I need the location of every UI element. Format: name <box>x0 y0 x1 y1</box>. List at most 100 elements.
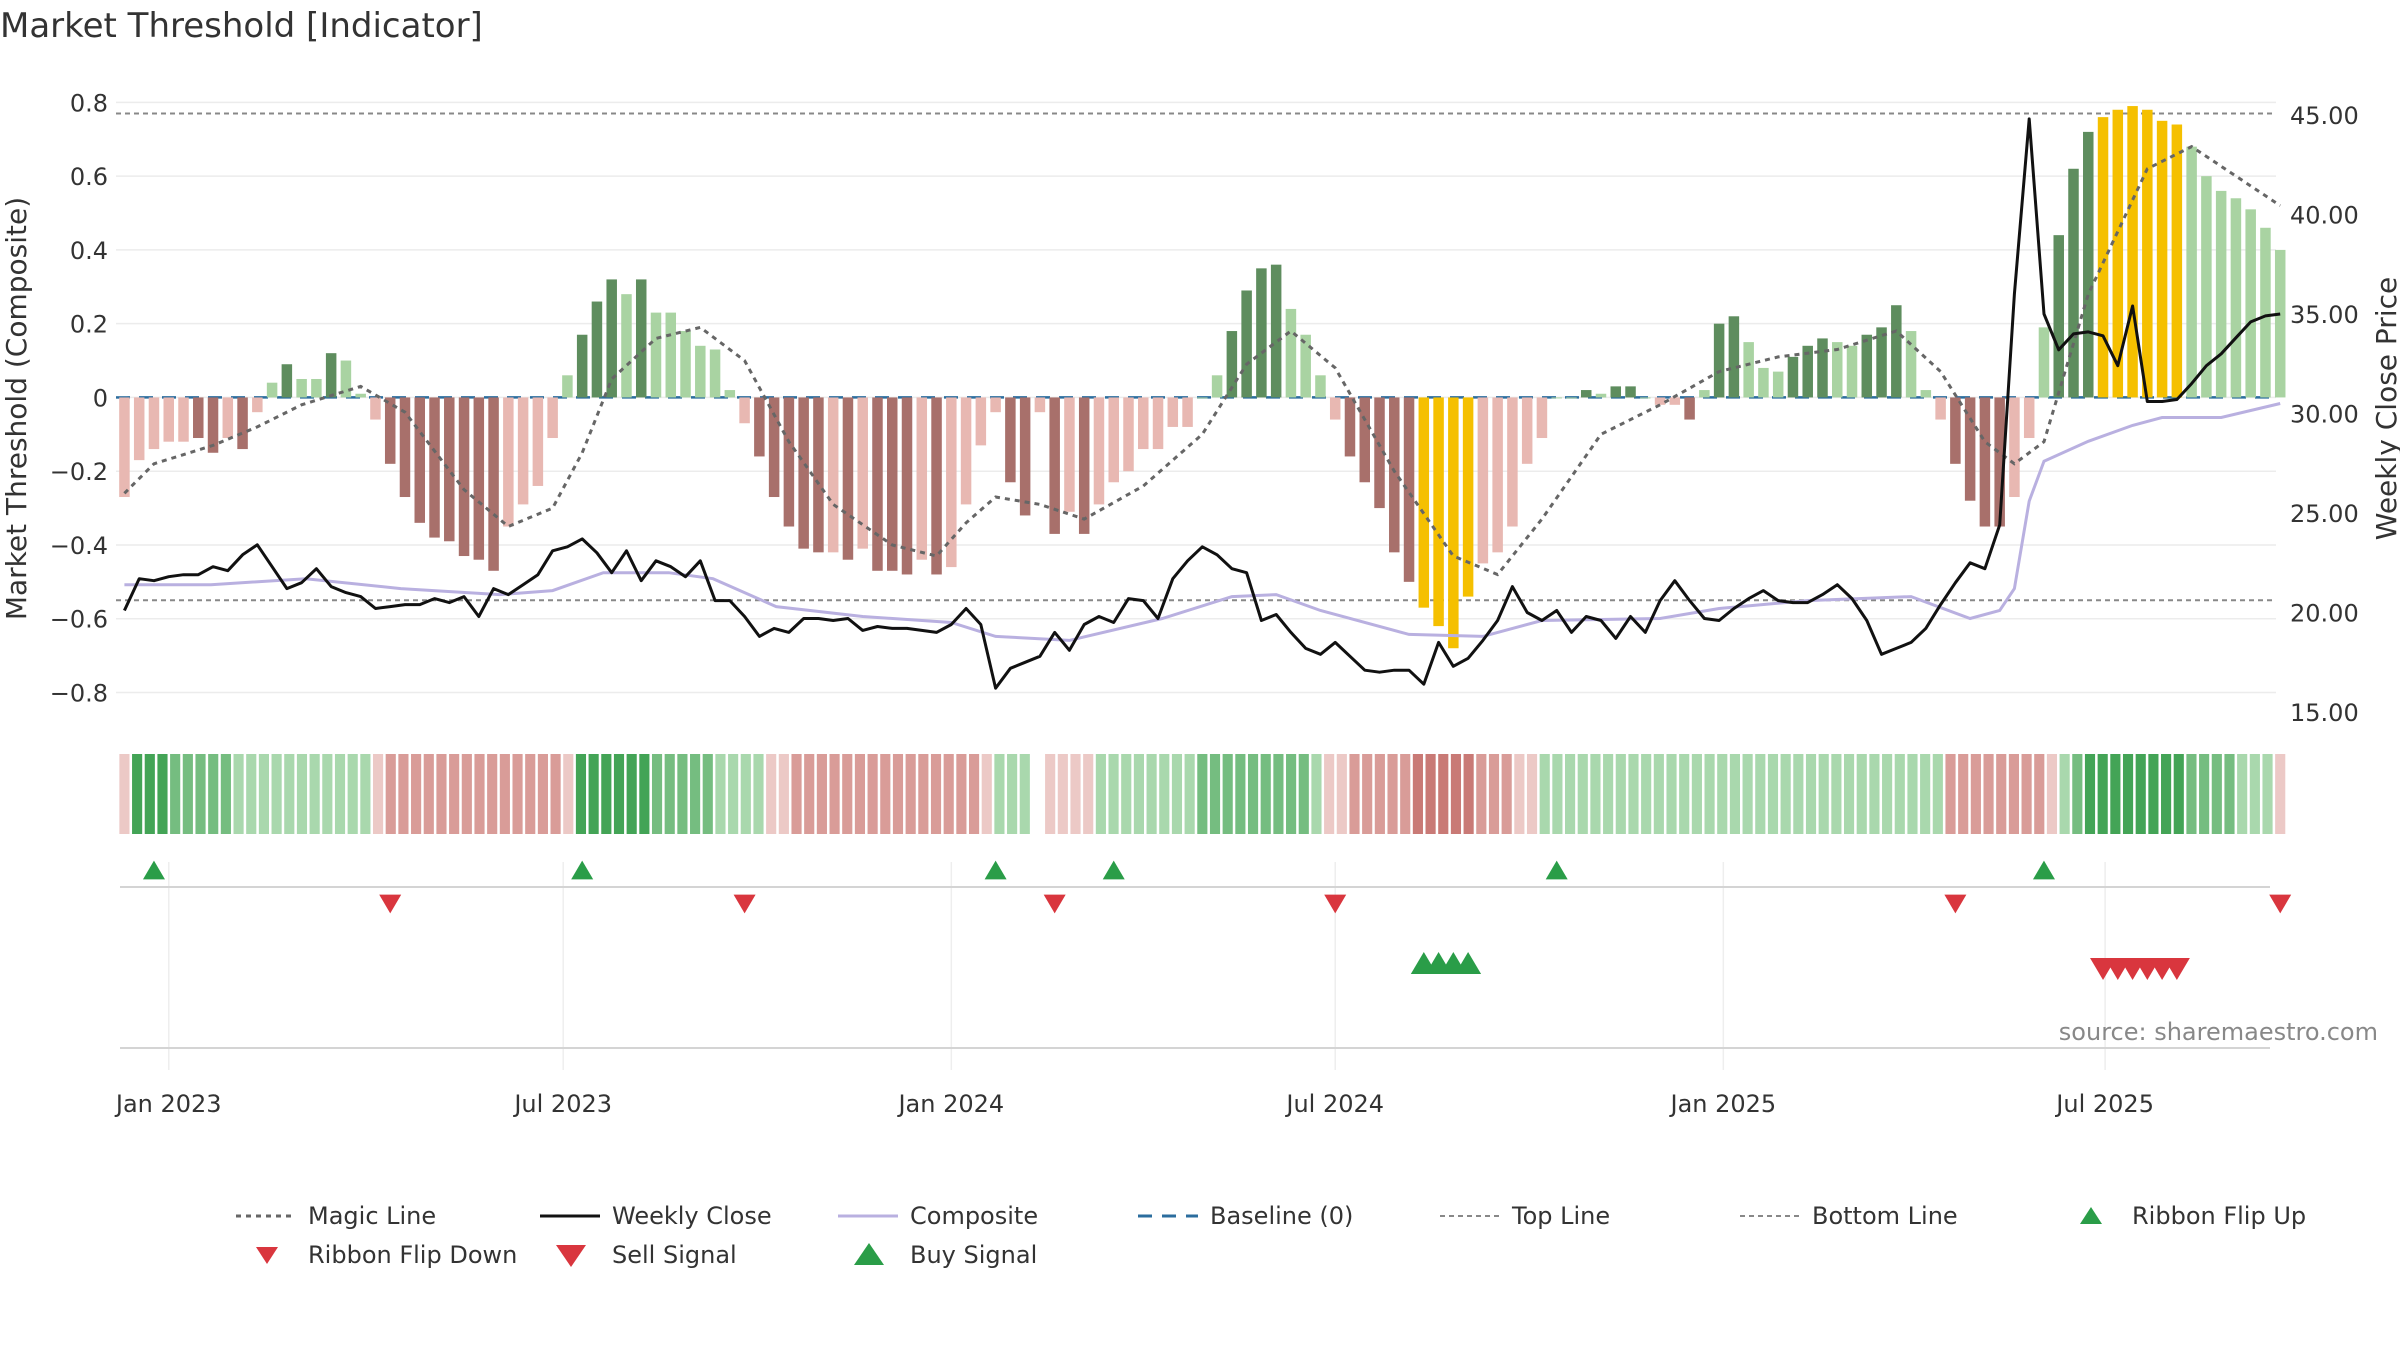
ribbon-cell <box>2046 754 2058 834</box>
composite-bar <box>709 349 721 398</box>
ribbon-cell <box>2135 754 2146 834</box>
composite-bar <box>1270 264 1282 398</box>
ribbon-cell <box>2249 754 2260 834</box>
y-tick-label: 0.4 <box>70 237 108 265</box>
composite-bar <box>517 397 529 505</box>
legend-item-buy[interactable]: Buy Signal <box>854 1241 1037 1269</box>
legend-item-baseline[interactable]: Baseline (0) <box>1138 1202 1353 1230</box>
composite-bar <box>1580 390 1592 398</box>
ribbon-flip-up-marker <box>2032 860 2055 880</box>
composite-bar <box>429 397 440 538</box>
legend-item-bottom[interactable]: Bottom Line <box>1740 1202 1958 1230</box>
composite-bar <box>399 397 411 498</box>
ribbon-flip-down-marker <box>379 894 402 914</box>
ribbon-cell <box>968 754 980 834</box>
composite-bar <box>1433 397 1444 627</box>
y2-axis-title: Weekly Close Price <box>2370 277 2400 540</box>
legend[interactable]: Magic Line Weekly Close Composite Baseline … <box>236 1202 2306 1269</box>
y-tick-label: 0.8 <box>70 89 108 117</box>
legend-label: Ribbon Flip Down <box>308 1241 517 1269</box>
composite-bar <box>1905 331 1917 398</box>
ribbon-cell <box>1501 754 1512 834</box>
composite-bar <box>1536 397 1548 439</box>
composite-bar <box>222 397 234 439</box>
ribbon-cell <box>2072 754 2083 834</box>
composite-bar <box>1935 397 1946 420</box>
composite-bar <box>1034 397 1046 413</box>
composite-bar <box>1507 397 1518 527</box>
ribbon-cell <box>2275 754 2286 834</box>
legend-label: Buy Signal <box>910 1241 1037 1269</box>
ribbon-cell <box>2097 754 2108 834</box>
composite-bar <box>1595 393 1607 398</box>
legend-item-top[interactable]: Top Line <box>1440 1202 1610 1230</box>
legend-item-flipdown[interactable]: Ribbon Flip Down <box>256 1241 517 1269</box>
composite-bar <box>193 397 204 439</box>
ribbon-flip-down-marker <box>733 894 756 914</box>
composite-bar <box>1462 397 1474 597</box>
legend-label: Bottom Line <box>1812 1202 1958 1230</box>
legend-item-sell[interactable]: Sell Signal <box>556 1241 737 1269</box>
ribbon-cell <box>1983 754 1994 834</box>
ribbon-cell <box>829 754 840 834</box>
ribbon-cell <box>943 754 954 834</box>
legend-label: Magic Line <box>308 1202 436 1230</box>
composite-bar <box>916 397 928 560</box>
composite-bar <box>1064 397 1075 512</box>
ribbon-cell <box>1362 754 1373 834</box>
composite-bar <box>827 397 839 553</box>
composite-bar <box>1093 397 1105 505</box>
composite-bar <box>1787 356 1799 398</box>
ribbon-cell <box>1590 754 1601 834</box>
ribbon-cell <box>613 754 625 834</box>
ribbon-cell <box>220 754 231 834</box>
ribbon-cell <box>1286 754 1297 834</box>
ribbon-cell <box>347 754 358 834</box>
composite-bar <box>325 353 337 398</box>
composite-bar <box>1979 397 1991 527</box>
ribbon-flip-down-marker <box>1944 894 1967 914</box>
legend-swatch <box>854 1243 884 1265</box>
legend-label: Ribbon Flip Up <box>2132 1202 2306 1230</box>
legend-item-flipup[interactable]: Ribbon Flip Up <box>2080 1202 2306 1230</box>
composite-bar <box>296 378 307 398</box>
composite-bar <box>148 397 160 450</box>
ribbon-cell <box>905 754 916 834</box>
ribbon-cell <box>1653 754 1664 834</box>
axes: 0.8 0.6 0.4 0.2 0 −0.2 −0.4 −0.6 −0.8 45.00 40.00 3… <box>0 89 2400 1118</box>
y-tick-label: −0.8 <box>50 679 108 707</box>
composite-bar <box>635 279 647 398</box>
composite-bar <box>1861 334 1873 398</box>
ribbon-cell <box>664 754 675 834</box>
composite-bar <box>2156 120 2168 398</box>
composite-bar <box>576 334 588 398</box>
ribbon-flip-down-marker <box>2269 894 2292 914</box>
ribbon-cell <box>372 754 384 834</box>
ribbon-cell <box>880 754 891 834</box>
composite-bar <box>990 397 1001 413</box>
composite-bar <box>1359 397 1370 483</box>
ribbon-cell <box>1717 754 1728 834</box>
ribbon-cell <box>2084 754 2096 834</box>
ribbon-cell <box>182 754 193 834</box>
ribbon-cell <box>1691 754 1702 834</box>
ribbon-cell <box>474 754 485 834</box>
ribbon-cell <box>436 754 447 834</box>
legend-item-close[interactable]: Weekly Close <box>540 1202 772 1230</box>
composite-bar <box>444 397 455 542</box>
ribbon-cell <box>322 754 333 834</box>
composite-bar <box>960 397 972 505</box>
ribbon-flip-down-marker <box>1043 894 1066 914</box>
composite-bar <box>2274 249 2286 398</box>
ribbon-flip-down-marker <box>1324 894 1347 914</box>
composite-bar <box>207 397 219 453</box>
composite-bar <box>1049 397 1060 534</box>
ribbon-cell <box>2161 754 2172 834</box>
legend-item-magic[interactable]: Magic Line <box>236 1202 436 1230</box>
ribbon-cell <box>1133 754 1144 834</box>
composite-bar <box>1876 327 1887 398</box>
legend-item-composite[interactable]: Composite <box>838 1202 1038 1230</box>
composite-bar <box>2083 131 2094 398</box>
ribbon-flip-up-marker <box>1102 860 1125 880</box>
magic-line <box>123 144 2282 577</box>
